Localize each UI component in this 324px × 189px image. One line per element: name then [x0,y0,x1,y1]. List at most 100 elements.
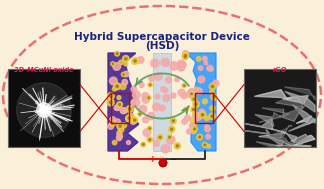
Circle shape [204,61,208,65]
Circle shape [149,128,150,129]
Circle shape [155,73,162,80]
Circle shape [209,113,215,119]
Circle shape [138,112,142,116]
Circle shape [187,129,192,134]
Circle shape [170,62,178,70]
Circle shape [205,124,209,128]
Circle shape [40,106,48,114]
Circle shape [131,98,140,107]
Text: 3D-MCuNi oxide: 3D-MCuNi oxide [14,67,74,73]
Circle shape [151,59,159,67]
Circle shape [122,108,127,113]
Circle shape [178,60,185,67]
Circle shape [112,63,113,64]
Circle shape [184,56,186,58]
Circle shape [167,136,175,144]
Circle shape [198,76,205,83]
Circle shape [112,140,117,145]
Circle shape [199,109,205,115]
Circle shape [196,88,202,94]
Circle shape [183,50,189,56]
Circle shape [126,105,133,112]
Polygon shape [291,134,309,144]
Circle shape [37,103,51,117]
Circle shape [195,103,197,105]
Circle shape [187,90,194,98]
Polygon shape [108,53,139,151]
Circle shape [148,83,152,87]
Circle shape [129,108,131,110]
Circle shape [126,115,133,121]
Circle shape [193,101,199,107]
Circle shape [191,107,196,112]
Circle shape [202,99,207,104]
Circle shape [161,58,169,67]
Circle shape [112,122,114,124]
Circle shape [110,95,112,97]
Circle shape [123,74,124,75]
Text: (HSD): (HSD) [145,41,179,51]
Circle shape [110,117,116,123]
Circle shape [159,105,165,111]
Circle shape [125,58,127,60]
Polygon shape [271,129,297,142]
Circle shape [202,142,207,147]
Polygon shape [255,115,274,126]
Circle shape [161,145,169,153]
Circle shape [148,97,150,98]
Circle shape [116,85,118,88]
Circle shape [198,66,203,70]
Circle shape [153,140,159,146]
Circle shape [117,123,123,129]
Circle shape [196,57,201,61]
Circle shape [116,53,118,54]
Circle shape [117,134,122,139]
Circle shape [115,119,121,125]
Circle shape [128,113,134,119]
Circle shape [122,123,127,128]
Circle shape [197,134,202,140]
Circle shape [176,145,179,147]
Circle shape [107,93,114,99]
Circle shape [172,120,174,122]
Circle shape [167,135,172,139]
Circle shape [114,83,121,90]
Circle shape [207,144,211,148]
Circle shape [183,54,188,60]
Polygon shape [277,145,310,146]
Circle shape [159,159,167,167]
Circle shape [142,93,149,99]
Circle shape [204,144,206,146]
Circle shape [133,91,140,99]
Circle shape [42,108,46,112]
Polygon shape [262,108,289,116]
Circle shape [161,87,166,91]
Circle shape [190,92,194,96]
Circle shape [188,88,195,96]
Circle shape [120,108,126,114]
Circle shape [119,104,121,105]
Circle shape [111,62,115,66]
Circle shape [118,127,124,132]
Circle shape [185,115,191,121]
Circle shape [199,136,201,138]
Circle shape [110,77,117,85]
Polygon shape [256,142,280,146]
Circle shape [141,142,145,147]
Circle shape [122,56,129,62]
Circle shape [139,83,144,88]
Circle shape [193,113,202,121]
Circle shape [132,58,138,64]
Circle shape [147,126,152,131]
Circle shape [110,101,112,104]
Circle shape [143,129,151,136]
Circle shape [157,135,163,140]
Circle shape [206,134,211,139]
Polygon shape [285,91,315,112]
Circle shape [210,90,214,94]
Polygon shape [186,53,216,151]
Circle shape [182,84,186,88]
Circle shape [185,109,187,110]
Polygon shape [261,136,290,146]
Polygon shape [245,129,270,134]
